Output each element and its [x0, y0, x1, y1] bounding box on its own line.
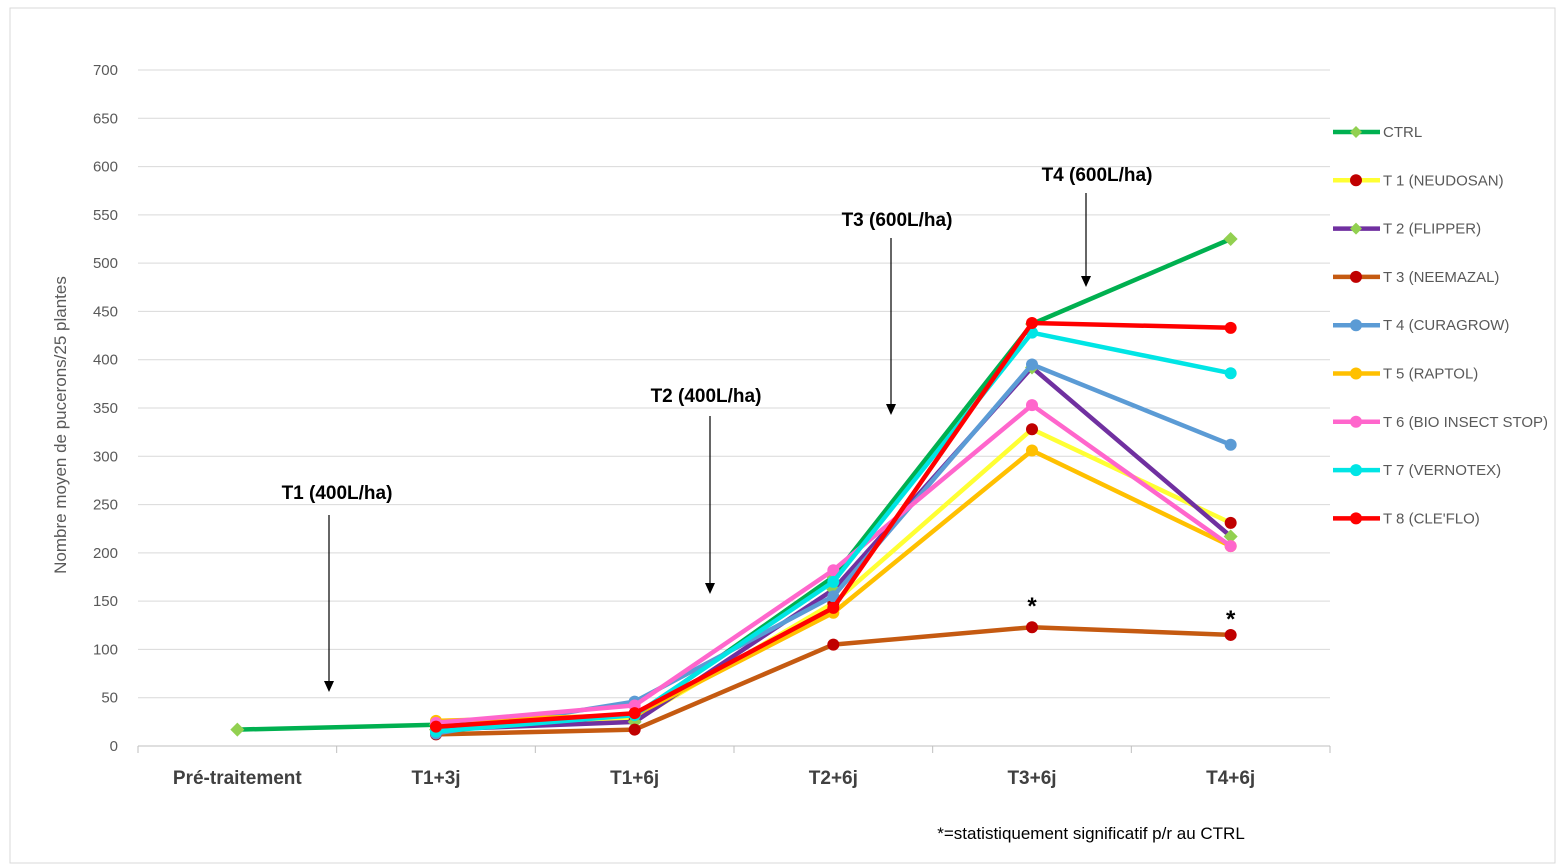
x-tick-label: T1+3j: [411, 768, 460, 789]
annotation-label: T2 (400L/ha): [651, 386, 762, 407]
annotation-arrow-head: [1081, 276, 1091, 287]
series-9: [430, 317, 1237, 733]
y-tick-label: 350: [93, 400, 118, 417]
y-tick-label: 150: [93, 593, 118, 610]
data-point: [1224, 540, 1237, 553]
annotation-arrow-head: [705, 583, 715, 594]
annotation-arrow-head: [324, 681, 334, 692]
y-tick-label: 450: [93, 303, 118, 320]
data-point: [1026, 317, 1038, 330]
y-tick-label: 300: [93, 448, 118, 465]
data-point: [1026, 621, 1038, 634]
data-point: [827, 575, 840, 588]
x-tick-label: T1+6j: [610, 768, 659, 789]
y-axis-ticks: 0 50 100 150 200 250 300 350 400 450 500 550 600 650 7…: [93, 62, 118, 755]
annotation-label: T4 (600L/ha): [1042, 165, 1153, 186]
legend-item: T 8 (CLE'FLO): [1333, 510, 1480, 527]
data-point: [430, 720, 442, 733]
data-point: [827, 601, 840, 614]
chart-border: [9, 7, 1556, 864]
y-tick-label: 50: [101, 690, 118, 707]
legend-label: T 3 (NEEMAZAL): [1383, 269, 1499, 286]
data-point: [1026, 399, 1038, 412]
data-point: [628, 723, 641, 736]
data-point: [1224, 516, 1237, 529]
x-tick-label: T4+6j: [1206, 768, 1255, 789]
y-tick-label: 250: [93, 497, 118, 514]
legend-item: T 5 (RAPTOL): [1333, 366, 1478, 383]
x-tick-label: T3+6j: [1007, 768, 1056, 789]
data-point: [1350, 174, 1362, 187]
x-axis-ticks: Pré-traitement T1+3j T1+6j T2+6j T3+6j T4+6j: [137, 746, 1331, 789]
y-tick-label: 550: [93, 207, 118, 224]
y-tick-label: 500: [93, 255, 118, 272]
y-tick-label: 600: [93, 159, 118, 176]
gridlines: [138, 69, 1330, 747]
data-point: [1026, 423, 1038, 436]
x-tick-label: T2+6j: [809, 768, 858, 789]
legend-label: T 8 (CLE'FLO): [1383, 510, 1480, 527]
annotation-label: T1 (400L/ha): [282, 483, 393, 504]
legend-label: CTRL: [1383, 124, 1422, 141]
legend-label: T 2 (FLIPPER): [1383, 221, 1481, 238]
data-point: [1223, 232, 1238, 246]
data-point: [1224, 321, 1237, 334]
legend-label: T 1 (NEUDOSAN): [1383, 172, 1504, 189]
x-tick-label: Pré-traitement: [173, 768, 302, 789]
data-point: [1026, 444, 1038, 457]
treatment-annotations: T1 (400L/ha) T2 (400L/ha) T3 (600L/ha) T4 (…: [282, 165, 1236, 692]
data-point: [628, 707, 641, 720]
legend-label: T 5 (RAPTOL): [1383, 366, 1478, 383]
legend-item: T 4 (CURAGROW): [1333, 317, 1509, 334]
significance-footnote: *=statistiquement significatif p/r au CT…: [937, 824, 1245, 843]
legend-item: T 7 (VERNOTEX): [1333, 462, 1501, 479]
data-point: [1224, 438, 1237, 451]
data-point: [1350, 512, 1362, 525]
data-point: [1350, 222, 1362, 235]
data-point: [1350, 319, 1362, 332]
data-point: [1350, 126, 1362, 138]
data-point: [1350, 464, 1362, 477]
data-point: [1224, 367, 1237, 380]
data-point: [827, 564, 840, 577]
legend: CTRL T 1 (NEUDOSAN) T 2 (FLIPPER) T 3 (NEEM…: [1333, 124, 1548, 527]
legend-label: T 4 (CURAGROW): [1383, 317, 1509, 334]
data-point: [230, 722, 245, 737]
y-tick-label: 700: [93, 62, 118, 79]
y-tick-label: 400: [93, 352, 118, 369]
legend-item: T 1 (NEUDOSAN): [1333, 172, 1504, 189]
y-tick-label: 0: [110, 738, 118, 755]
y-axis-label: Nombre moyen de pucerons/25 plantes: [51, 276, 70, 574]
y-tick-label: 650: [93, 110, 118, 127]
data-point: [1026, 358, 1038, 371]
significance-star: *: [1226, 606, 1236, 633]
y-tick-label: 200: [93, 545, 118, 562]
annotation-arrow-head: [886, 404, 896, 415]
legend-item: T 2 (FLIPPER): [1333, 221, 1481, 238]
legend-label: T 6 (BIO INSECT STOP): [1383, 414, 1548, 431]
y-tick-label: 100: [93, 641, 118, 658]
annotation-label: T3 (600L/ha): [842, 210, 953, 231]
data-point: [1223, 529, 1238, 544]
significance-star: *: [1027, 593, 1037, 620]
data-point: [1350, 270, 1362, 283]
legend-item: T 3 (NEEMAZAL): [1333, 269, 1499, 286]
data-point: [827, 638, 840, 651]
data-point: [1350, 415, 1362, 428]
data-point: [1224, 628, 1237, 641]
legend-label: T 7 (VERNOTEX): [1383, 462, 1501, 479]
series-lines: [230, 232, 1238, 741]
data-point: [827, 590, 840, 603]
data-point: [1350, 367, 1362, 380]
legend-item: CTRL: [1333, 124, 1422, 141]
legend-item: T 6 (BIO INSECT STOP): [1333, 414, 1548, 431]
